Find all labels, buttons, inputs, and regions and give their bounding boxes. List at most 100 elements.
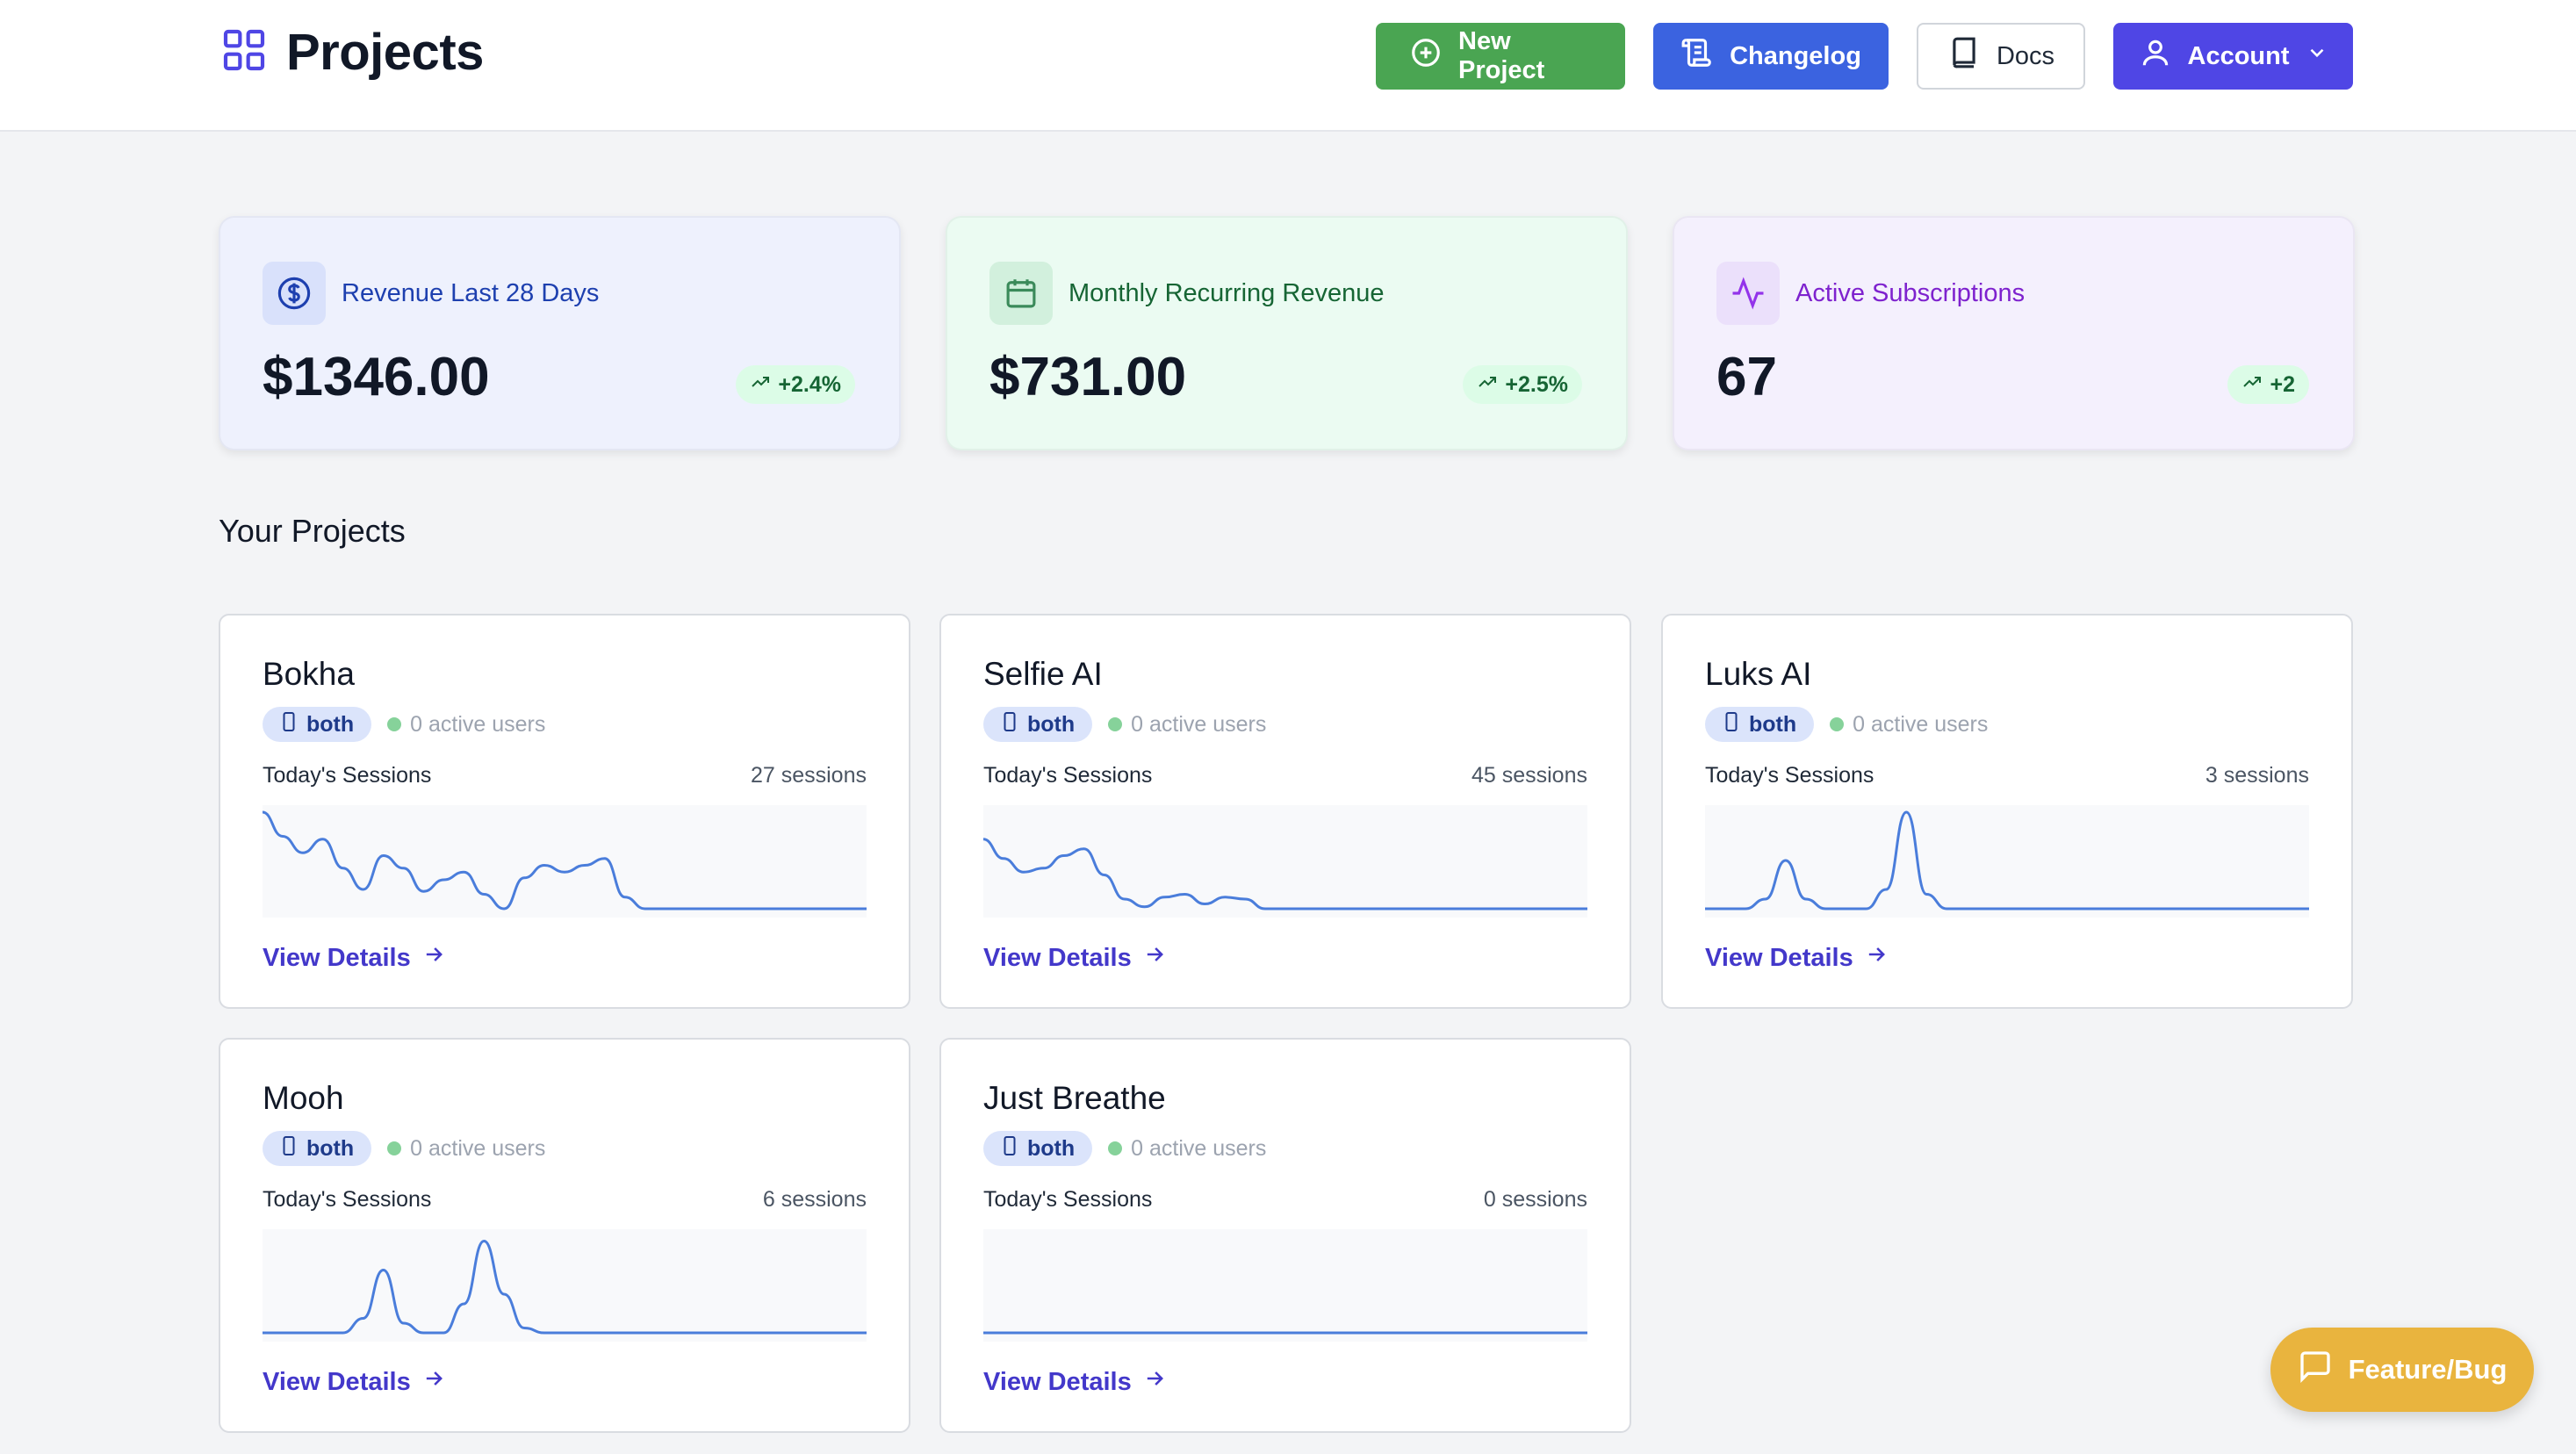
feature-bug-label: Feature/Bug	[2348, 1354, 2508, 1385]
active-users: 0 active users	[1830, 712, 1988, 738]
view-details-label: View Details	[263, 1367, 411, 1396]
sessions-count: 3 sessions	[2205, 763, 2309, 788]
platform-label: both	[306, 711, 355, 737]
view-details-link[interactable]: View Details	[1705, 942, 1889, 974]
platform-label: both	[1027, 711, 1076, 737]
view-details-label: View Details	[1705, 943, 1853, 972]
trend-value: +2.5%	[1505, 371, 1568, 397]
status-dot	[387, 1141, 402, 1155]
stat-value: $731.00	[989, 347, 1187, 407]
book-icon	[1947, 36, 1981, 76]
stat-value: 67	[1716, 347, 1777, 407]
sessions-count: 45 sessions	[1471, 763, 1587, 788]
changelog-button[interactable]: Changelog	[1653, 23, 1889, 90]
stat-card-mrr: Monthly Recurring Revenue $731.00 +2.5%	[946, 216, 1628, 450]
arrow-right-icon	[1864, 942, 1889, 974]
platform-label: both	[1027, 1135, 1076, 1161]
stat-label: Monthly Recurring Revenue	[1069, 279, 1385, 307]
sparkline-path	[263, 1239, 867, 1335]
arrow-right-icon	[1142, 942, 1167, 974]
active-users: 0 active users	[387, 1136, 545, 1162]
smartphone-icon	[1001, 1135, 1018, 1162]
project-card: Mooh both 0 active users Today's Session…	[219, 1038, 910, 1433]
sessions-label: Today's Sessions	[263, 763, 432, 788]
sparkline-path	[982, 838, 1587, 911]
active-users: 0 active users	[1108, 1136, 1266, 1162]
view-details-label: View Details	[983, 1367, 1132, 1396]
trend-badge: +2	[2227, 365, 2309, 404]
changelog-label: Changelog	[1730, 41, 1861, 70]
project-meta: both 0 active users	[263, 707, 545, 742]
sessions-count: 0 sessions	[1483, 1187, 1587, 1212]
project-name: Bokha	[263, 656, 355, 692]
account-label: Account	[2187, 41, 2290, 70]
activity-icon	[1716, 262, 1780, 325]
message-square-icon	[2298, 1349, 2333, 1391]
active-users-label: 0 active users	[410, 711, 546, 737]
trend-value: +2.4%	[778, 371, 841, 397]
project-name: Mooh	[263, 1080, 344, 1116]
dollar-icon	[263, 262, 326, 325]
project-card: Selfie AI both 0 active users Today's Se…	[939, 614, 1631, 1009]
sparkline-path	[262, 810, 867, 911]
project-name: Just Breathe	[983, 1080, 1166, 1116]
view-details-link[interactable]: View Details	[263, 1366, 446, 1398]
sessions-sparkline	[983, 1229, 1587, 1342]
active-users: 0 active users	[1108, 712, 1266, 738]
sessions-sparkline	[262, 805, 867, 918]
arrow-right-icon	[421, 942, 446, 974]
new-project-button[interactable]: New Project	[1376, 23, 1625, 90]
platform-label: both	[1749, 711, 1797, 737]
project-meta: both 0 active users	[263, 1131, 545, 1166]
grid-icon	[219, 25, 269, 79]
section-title: Your Projects	[219, 513, 406, 549]
platform-badge: both	[263, 707, 372, 742]
view-details-link[interactable]: View Details	[263, 942, 446, 974]
project-card: Luks AI both 0 active users Today's Sess…	[1661, 614, 2353, 1009]
project-card: Bokha both 0 active users Today's Sessio…	[219, 614, 910, 1009]
brand: Projects	[219, 23, 484, 82]
view-details-link[interactable]: View Details	[983, 942, 1167, 974]
active-users: 0 active users	[387, 712, 545, 738]
user-icon	[2139, 36, 2172, 76]
trend-badge: +2.4%	[736, 365, 855, 404]
project-meta: both 0 active users	[1705, 707, 1988, 742]
project-meta: both 0 active users	[983, 707, 1266, 742]
sessions-label: Today's Sessions	[983, 1187, 1153, 1212]
view-details-label: View Details	[983, 943, 1132, 972]
active-users-label: 0 active users	[1131, 711, 1267, 737]
status-dot	[1830, 717, 1845, 731]
arrow-right-icon	[421, 1366, 446, 1398]
new-project-label: New Project	[1458, 27, 1545, 84]
trend-badge: +2.5%	[1463, 365, 1582, 404]
sessions-sparkline	[263, 1229, 867, 1342]
scroll-icon	[1680, 36, 1714, 76]
chevron-down-icon	[2306, 41, 2328, 71]
project-card: Just Breathe both 0 active users Today's…	[939, 1038, 1631, 1433]
stat-card-revenue: Revenue Last 28 Days $1346.00 +2.4%	[219, 216, 901, 450]
smartphone-icon	[1001, 711, 1018, 738]
project-meta: both 0 active users	[983, 1131, 1266, 1166]
sessions-count: 27 sessions	[750, 763, 867, 788]
top-header: Projects New Project Changelog Docs Acco…	[0, 0, 2576, 132]
sessions-label: Today's Sessions	[263, 1187, 432, 1212]
smartphone-icon	[280, 1135, 298, 1162]
view-details-link[interactable]: View Details	[983, 1366, 1167, 1398]
trending-up-icon	[750, 371, 771, 399]
platform-badge: both	[983, 707, 1093, 742]
docs-label: Docs	[1996, 41, 2055, 70]
sessions-sparkline	[1705, 805, 2309, 918]
account-button[interactable]: Account	[2113, 23, 2353, 90]
sessions-label: Today's Sessions	[983, 763, 1153, 788]
trending-up-icon	[2241, 371, 2263, 399]
project-name: Selfie AI	[983, 656, 1103, 692]
platform-badge: both	[1705, 707, 1815, 742]
docs-button[interactable]: Docs	[1917, 23, 2085, 90]
feature-bug-button[interactable]: Feature/Bug	[2270, 1328, 2534, 1412]
status-dot	[387, 717, 402, 731]
stat-value: $1346.00	[263, 347, 490, 407]
sparkline-path	[1705, 810, 2309, 911]
project-name: Luks AI	[1705, 656, 1812, 692]
plus-circle-icon	[1409, 36, 1443, 76]
stat-card-subscriptions: Active Subscriptions 67 +2	[1673, 216, 2355, 450]
